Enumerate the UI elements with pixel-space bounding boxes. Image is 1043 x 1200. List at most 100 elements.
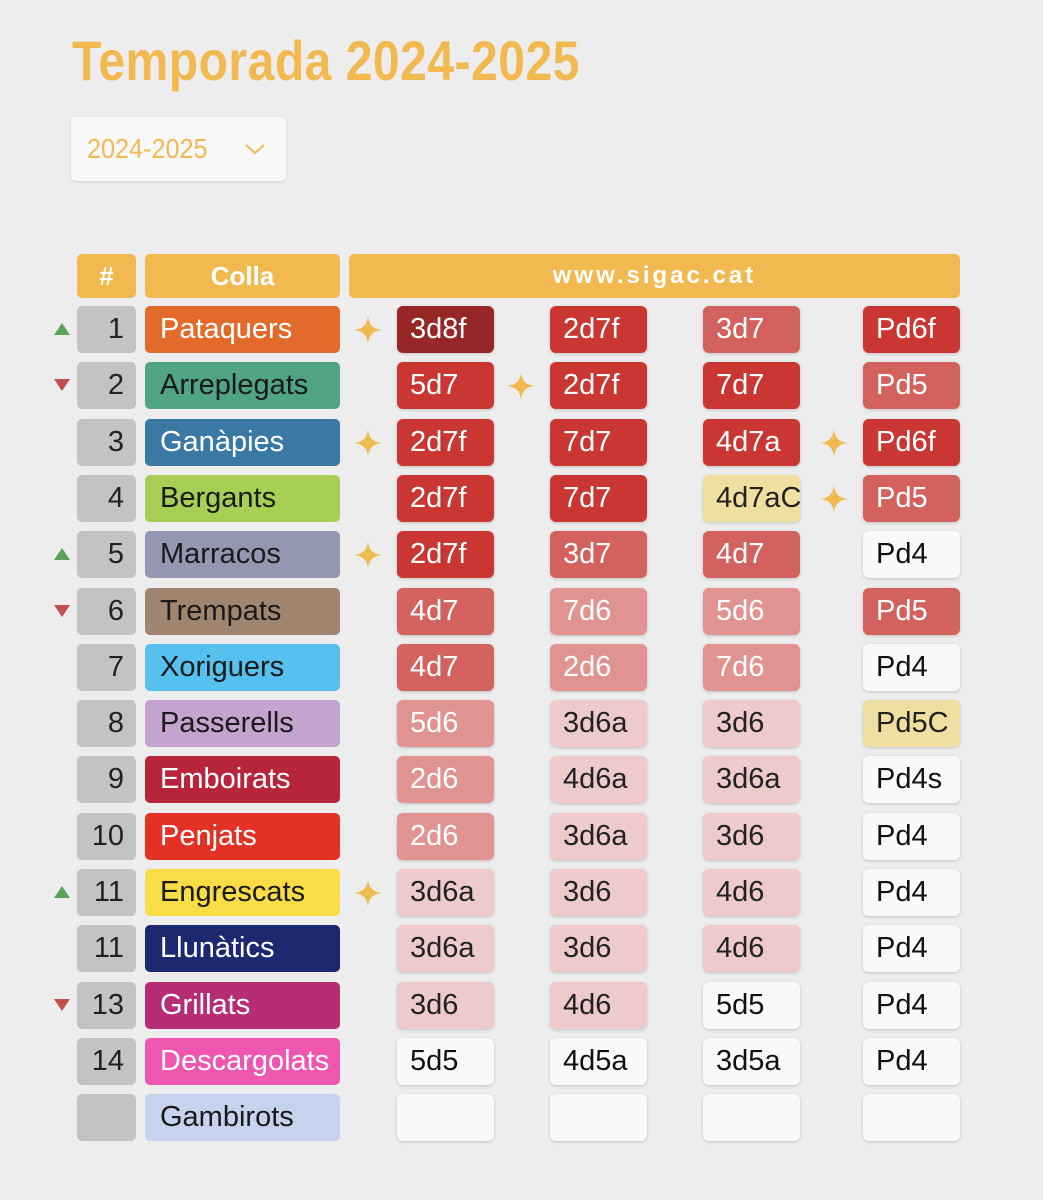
table-row: 11 Llunàtics 3d6a 3d6 4d6 Pd4 — [0, 925, 1043, 973]
trend-down-icon — [54, 999, 70, 1011]
castell-cell[interactable]: 4d7 — [397, 644, 494, 691]
castell-cell[interactable]: 2d7f — [397, 419, 494, 466]
table-row: 11 Engrescats 3d6a 3d6 4d6 Pd4 — [0, 869, 1043, 917]
colla-name[interactable]: Xoriguers — [145, 644, 340, 691]
colla-name[interactable]: Arreplegats — [145, 362, 340, 409]
castell-cell[interactable]: 5d5 — [397, 1038, 494, 1085]
castell-cell[interactable]: 3d6a — [703, 756, 800, 803]
rank-badge: 10 — [77, 813, 136, 860]
rank-badge: 14 — [77, 1038, 136, 1085]
castell-cell[interactable]: Pd4 — [863, 644, 960, 691]
table-row: 2 Arreplegats 5d7 2d7f 7d7 Pd5 — [0, 362, 1043, 410]
sparkle-icon — [354, 541, 382, 569]
castell-cell[interactable]: 3d5a — [703, 1038, 800, 1085]
castell-cell[interactable]: 4d7 — [703, 531, 800, 578]
castell-cell[interactable]: 3d6 — [550, 925, 647, 972]
castell-cell[interactable]: Pd5C — [863, 700, 960, 747]
castell-cell[interactable]: 4d5a — [550, 1038, 647, 1085]
castell-cell[interactable]: 2d7f — [550, 306, 647, 353]
castell-cell[interactable]: Pd6f — [863, 306, 960, 353]
table-row: 9 Emboirats 2d6 4d6a 3d6a Pd4s — [0, 756, 1043, 804]
colla-name[interactable]: Gambirots — [145, 1094, 340, 1141]
season-dropdown[interactable]: 2024-2025 — [71, 117, 286, 181]
empty-castell-cell[interactable] — [703, 1094, 800, 1141]
castell-cell[interactable]: 2d6 — [397, 813, 494, 860]
castell-cell[interactable]: 3d8f — [397, 306, 494, 353]
castell-cell[interactable]: 3d7 — [703, 306, 800, 353]
castell-cell[interactable]: 3d6 — [397, 982, 494, 1029]
castell-cell[interactable]: Pd6f — [863, 419, 960, 466]
castell-cell[interactable]: 3d6 — [550, 869, 647, 916]
sigac-link-header[interactable]: www.sigac.cat — [349, 254, 960, 298]
castell-cell[interactable]: 4d7a — [703, 419, 800, 466]
rank-badge: 11 — [77, 925, 136, 972]
castell-cell[interactable]: 3d6a — [397, 925, 494, 972]
castell-cell[interactable]: 5d5 — [703, 982, 800, 1029]
colla-name[interactable]: Engrescats — [145, 869, 340, 916]
castell-cell[interactable]: 4d7aC — [703, 475, 801, 522]
castell-cell[interactable]: Pd4 — [863, 925, 960, 972]
chevron-down-icon — [245, 144, 265, 155]
colla-name[interactable]: Ganàpies — [145, 419, 340, 466]
empty-castell-cell[interactable] — [863, 1094, 960, 1141]
table-row: 3 Ganàpies 2d7f 7d7 4d7a Pd6f — [0, 419, 1043, 467]
castell-cell[interactable]: 5d7 — [397, 362, 494, 409]
castell-cell[interactable]: 3d6a — [397, 869, 494, 916]
castell-cell[interactable]: 4d7 — [397, 588, 494, 635]
castell-cell[interactable]: 7d7 — [703, 362, 800, 409]
castell-cell[interactable]: 7d6 — [550, 588, 647, 635]
colla-name[interactable]: Trempats — [145, 588, 340, 635]
trend-up-icon — [54, 323, 70, 335]
castell-cell[interactable]: 5d6 — [397, 700, 494, 747]
colla-name[interactable]: Grillats — [145, 982, 340, 1029]
castell-cell[interactable]: 2d7f — [397, 531, 494, 578]
castell-cell[interactable]: 5d6 — [703, 588, 800, 635]
colla-name[interactable]: Marracos — [145, 531, 340, 578]
castell-cell[interactable]: 3d7 — [550, 531, 647, 578]
castell-cell[interactable]: Pd5 — [863, 362, 960, 409]
sparkle-icon — [354, 429, 382, 457]
castell-cell[interactable]: Pd5 — [863, 475, 960, 522]
castell-cell[interactable]: 2d6 — [397, 756, 494, 803]
castell-cell[interactable]: Pd4 — [863, 813, 960, 860]
castell-cell[interactable]: 7d6 — [703, 644, 800, 691]
castell-cell[interactable]: Pd4 — [863, 869, 960, 916]
castell-cell[interactable]: 2d7f — [397, 475, 494, 522]
castell-cell[interactable]: 4d6 — [550, 982, 647, 1029]
castell-cell[interactable]: 2d6 — [550, 644, 647, 691]
trend-down-icon — [54, 379, 70, 391]
colla-name[interactable]: Emboirats — [145, 756, 340, 803]
castell-cell[interactable]: 7d7 — [550, 475, 647, 522]
castell-cell[interactable]: 3d6a — [550, 700, 647, 747]
colla-name[interactable]: Pataquers — [145, 306, 340, 353]
table-row: 7 Xoriguers 4d7 2d6 7d6 Pd4 — [0, 644, 1043, 692]
castell-cell[interactable]: Pd4 — [863, 1038, 960, 1085]
castell-cell[interactable]: 2d7f — [550, 362, 647, 409]
colla-name[interactable]: Bergants — [145, 475, 340, 522]
trend-down-icon — [54, 605, 70, 617]
castell-cell[interactable]: Pd4 — [863, 531, 960, 578]
castell-cell[interactable]: 4d6a — [550, 756, 647, 803]
rank-badge: 5 — [77, 531, 136, 578]
table-row: 6 Trempats 4d7 7d6 5d6 Pd5 — [0, 588, 1043, 636]
castell-cell[interactable]: 4d6 — [703, 869, 800, 916]
castell-cell[interactable]: 4d6 — [703, 925, 800, 972]
empty-castell-cell[interactable] — [550, 1094, 647, 1141]
castell-cell[interactable]: 3d6a — [550, 813, 647, 860]
castell-cell[interactable]: 3d6 — [703, 813, 800, 860]
castell-cell[interactable]: Pd5 — [863, 588, 960, 635]
castell-cell[interactable]: 3d6 — [703, 700, 800, 747]
castell-cell[interactable]: Pd4 — [863, 982, 960, 1029]
castell-cell[interactable]: Pd4s — [863, 756, 960, 803]
castell-cell[interactable]: 7d7 — [550, 419, 647, 466]
colla-name[interactable]: Penjats — [145, 813, 340, 860]
empty-castell-cell[interactable] — [397, 1094, 494, 1141]
colla-name[interactable]: Descargolats — [145, 1038, 340, 1085]
rank-badge: 6 — [77, 588, 136, 635]
colla-name[interactable]: Llunàtics — [145, 925, 340, 972]
rank-badge: 3 — [77, 419, 136, 466]
colla-name[interactable]: Passerells — [145, 700, 340, 747]
table-row: 4 Bergants 2d7f 7d7 4d7aC Pd5 — [0, 475, 1043, 523]
rank-badge: 13 — [77, 982, 136, 1029]
